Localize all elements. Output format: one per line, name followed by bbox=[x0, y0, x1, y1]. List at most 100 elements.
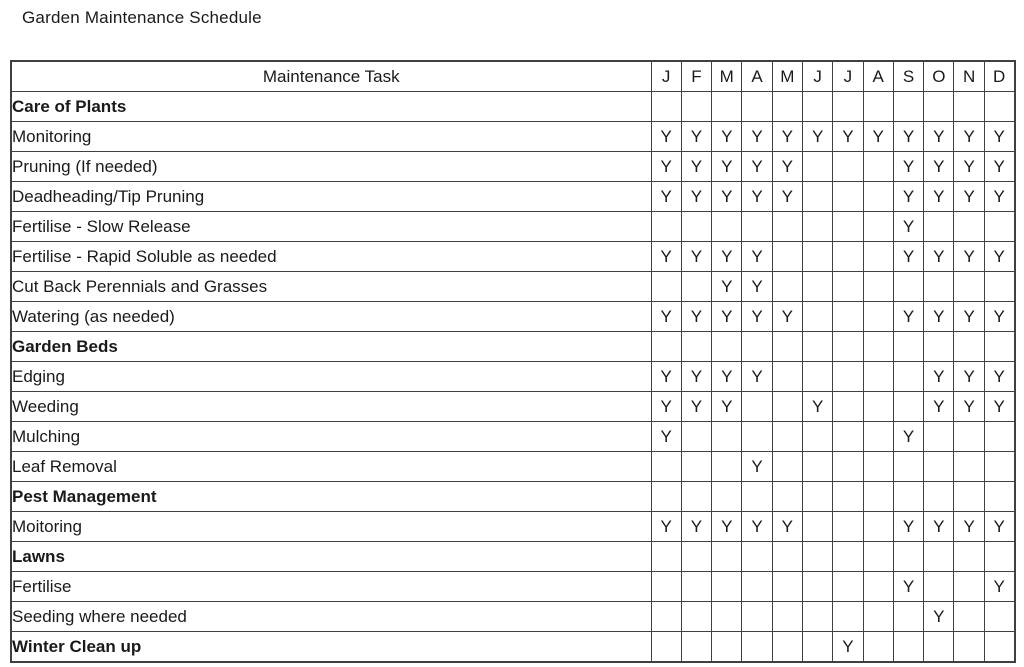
schedule-cell: Y bbox=[862, 121, 894, 152]
schedule-cell: Y bbox=[680, 121, 713, 152]
schedule-cell bbox=[892, 331, 925, 362]
schedule-cell bbox=[832, 151, 864, 182]
task-row: Fertilise - Slow Release Y bbox=[10, 211, 1016, 242]
schedule-cell bbox=[801, 511, 834, 542]
schedule-cell: Y bbox=[983, 511, 1016, 542]
schedule-cell: Y bbox=[953, 391, 985, 422]
task-row: Weeding Y Y Y Y Y Y Y bbox=[10, 391, 1016, 422]
month-header: J bbox=[832, 60, 864, 92]
schedule-cell: Y bbox=[771, 181, 803, 212]
task-column-header: Maintenance Task bbox=[10, 60, 652, 92]
task-row: Deadheading/Tip Pruning Y Y Y Y Y Y Y Y Y bbox=[10, 181, 1016, 212]
schedule-cell: Y bbox=[741, 241, 773, 272]
schedule-cell bbox=[771, 211, 803, 242]
schedule-cell bbox=[650, 211, 682, 242]
schedule-cell bbox=[650, 601, 682, 632]
schedule-cell: Y bbox=[983, 361, 1016, 392]
schedule-cell bbox=[953, 571, 985, 602]
section-row: Lawns bbox=[10, 541, 1016, 572]
schedule-cell: Y bbox=[892, 241, 925, 272]
schedule-cell bbox=[771, 631, 803, 663]
schedule-cell: Y bbox=[923, 241, 955, 272]
month-header: D bbox=[983, 60, 1016, 92]
schedule-cell: Y bbox=[983, 571, 1016, 602]
schedule-cell: Y bbox=[923, 181, 955, 212]
schedule-cell: Y bbox=[801, 121, 834, 152]
schedule-cell bbox=[923, 451, 955, 482]
schedule-cell bbox=[923, 631, 955, 663]
schedule-cell bbox=[892, 451, 925, 482]
schedule-cell: Y bbox=[892, 121, 925, 152]
schedule-cell bbox=[923, 331, 955, 362]
schedule-cell bbox=[923, 541, 955, 572]
schedule-cell bbox=[832, 91, 864, 122]
schedule-cell bbox=[923, 211, 955, 242]
schedule-cell bbox=[953, 91, 985, 122]
schedule-cell: Y bbox=[650, 391, 682, 422]
schedule-cell bbox=[862, 91, 894, 122]
schedule-cell bbox=[771, 331, 803, 362]
schedule-cell: Y bbox=[711, 361, 743, 392]
schedule-cell: Y bbox=[892, 301, 925, 332]
schedule-cell: Y bbox=[983, 181, 1016, 212]
task-row: Edging Y Y Y Y Y Y Y bbox=[10, 361, 1016, 392]
schedule-cell: Y bbox=[953, 361, 985, 392]
task-label: Winter Clean up bbox=[10, 631, 652, 663]
schedule-cell: Y bbox=[650, 241, 682, 272]
schedule-cell: Y bbox=[680, 241, 713, 272]
schedule-cell bbox=[650, 481, 682, 512]
schedule-cell: Y bbox=[650, 301, 682, 332]
schedule-cell: Y bbox=[650, 121, 682, 152]
schedule-cell bbox=[923, 421, 955, 452]
task-label: Fertilise bbox=[10, 571, 652, 602]
schedule-cell bbox=[741, 541, 773, 572]
schedule-cell: Y bbox=[650, 421, 682, 452]
task-label: Garden Beds bbox=[10, 331, 652, 362]
schedule-cell bbox=[680, 571, 713, 602]
task-label: Pest Management bbox=[10, 481, 652, 512]
schedule-cell bbox=[892, 91, 925, 122]
task-row: Mulching Y Y bbox=[10, 421, 1016, 452]
schedule-cell bbox=[680, 211, 713, 242]
schedule-cell: Y bbox=[923, 391, 955, 422]
schedule-cell bbox=[741, 91, 773, 122]
schedule-cell: Y bbox=[680, 391, 713, 422]
schedule-cell: Y bbox=[892, 511, 925, 542]
section-row: Garden Beds bbox=[10, 331, 1016, 362]
schedule-cell bbox=[983, 451, 1016, 482]
schedule-cell bbox=[771, 91, 803, 122]
schedule-cell: Y bbox=[680, 151, 713, 182]
task-row: Fertilise - Rapid Soluble as needed Y Y Y Y Y… bbox=[10, 241, 1016, 272]
schedule-cell: Y bbox=[741, 301, 773, 332]
schedule-cell bbox=[862, 301, 894, 332]
schedule-cell: Y bbox=[741, 511, 773, 542]
schedule-cell bbox=[650, 571, 682, 602]
schedule-cell bbox=[983, 271, 1016, 302]
schedule-cell bbox=[832, 271, 864, 302]
schedule-cell bbox=[680, 331, 713, 362]
schedule-cell bbox=[862, 211, 894, 242]
schedule-cell bbox=[832, 181, 864, 212]
schedule-cell bbox=[801, 571, 834, 602]
schedule-cell bbox=[862, 181, 894, 212]
schedule-cell: Y bbox=[711, 301, 743, 332]
schedule-cell: Y bbox=[923, 121, 955, 152]
schedule-cell: Y bbox=[983, 151, 1016, 182]
schedule-cell bbox=[892, 631, 925, 663]
schedule-cell bbox=[680, 631, 713, 663]
schedule-cell bbox=[862, 421, 894, 452]
schedule-cell: Y bbox=[741, 121, 773, 152]
schedule-cell bbox=[711, 331, 743, 362]
task-row: Watering (as needed) Y Y Y Y Y Y Y Y Y bbox=[10, 301, 1016, 332]
schedule-cell bbox=[680, 481, 713, 512]
schedule-cell bbox=[801, 601, 834, 632]
task-label: Pruning (If needed) bbox=[10, 151, 652, 182]
task-label: Cut Back Perennials and Grasses bbox=[10, 271, 652, 302]
task-label: Mulching bbox=[10, 421, 652, 452]
schedule-cell bbox=[983, 421, 1016, 452]
schedule-cell bbox=[862, 241, 894, 272]
schedule-cell bbox=[892, 541, 925, 572]
schedule-cell bbox=[801, 301, 834, 332]
schedule-cell bbox=[953, 601, 985, 632]
schedule-cell: Y bbox=[953, 301, 985, 332]
